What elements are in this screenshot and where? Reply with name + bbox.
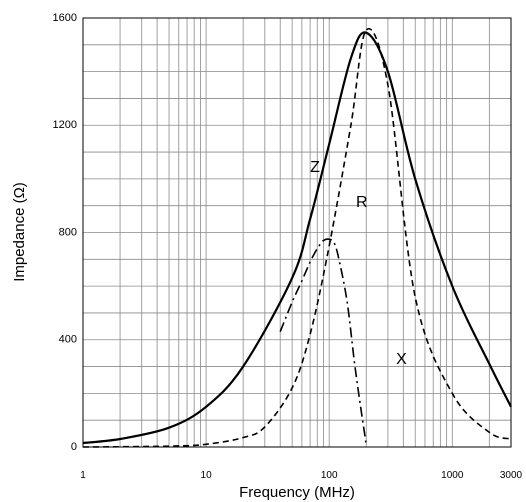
- x-tick-label: 1000: [441, 470, 464, 481]
- series-group: [82, 27, 512, 448]
- series-label-r: R: [356, 194, 368, 211]
- y-tick-label: 1600: [53, 12, 77, 24]
- x-tick-label: 10: [201, 470, 213, 481]
- y-tick-label: 0: [71, 441, 77, 453]
- x-tick-label: 100: [321, 470, 338, 481]
- series-labels: Z R X: [310, 159, 407, 368]
- x-tick-label: 3000: [500, 470, 523, 481]
- grid: [82, 18, 512, 447]
- x-axis-title: Frequency (MHz): [239, 484, 355, 501]
- series-label-z: Z: [310, 159, 320, 176]
- y-axis-ticks: 0 400 800 1200 1600: [53, 12, 77, 453]
- series-line-z: [82, 31, 512, 445]
- series-label-x: X: [396, 351, 407, 368]
- y-axis-title: Impedance (Ω): [11, 182, 28, 282]
- x-axis-ticks: 1 10 100 1000 3000: [80, 470, 522, 481]
- y-tick-label: 400: [59, 334, 77, 346]
- y-tick-label: 1200: [53, 119, 77, 131]
- series-line-r: [82, 27, 512, 448]
- y-tick-label: 800: [59, 226, 77, 238]
- x-tick-label: 1: [80, 470, 86, 481]
- series-line-x: [279, 238, 367, 445]
- plot-frame: [82, 17, 512, 448]
